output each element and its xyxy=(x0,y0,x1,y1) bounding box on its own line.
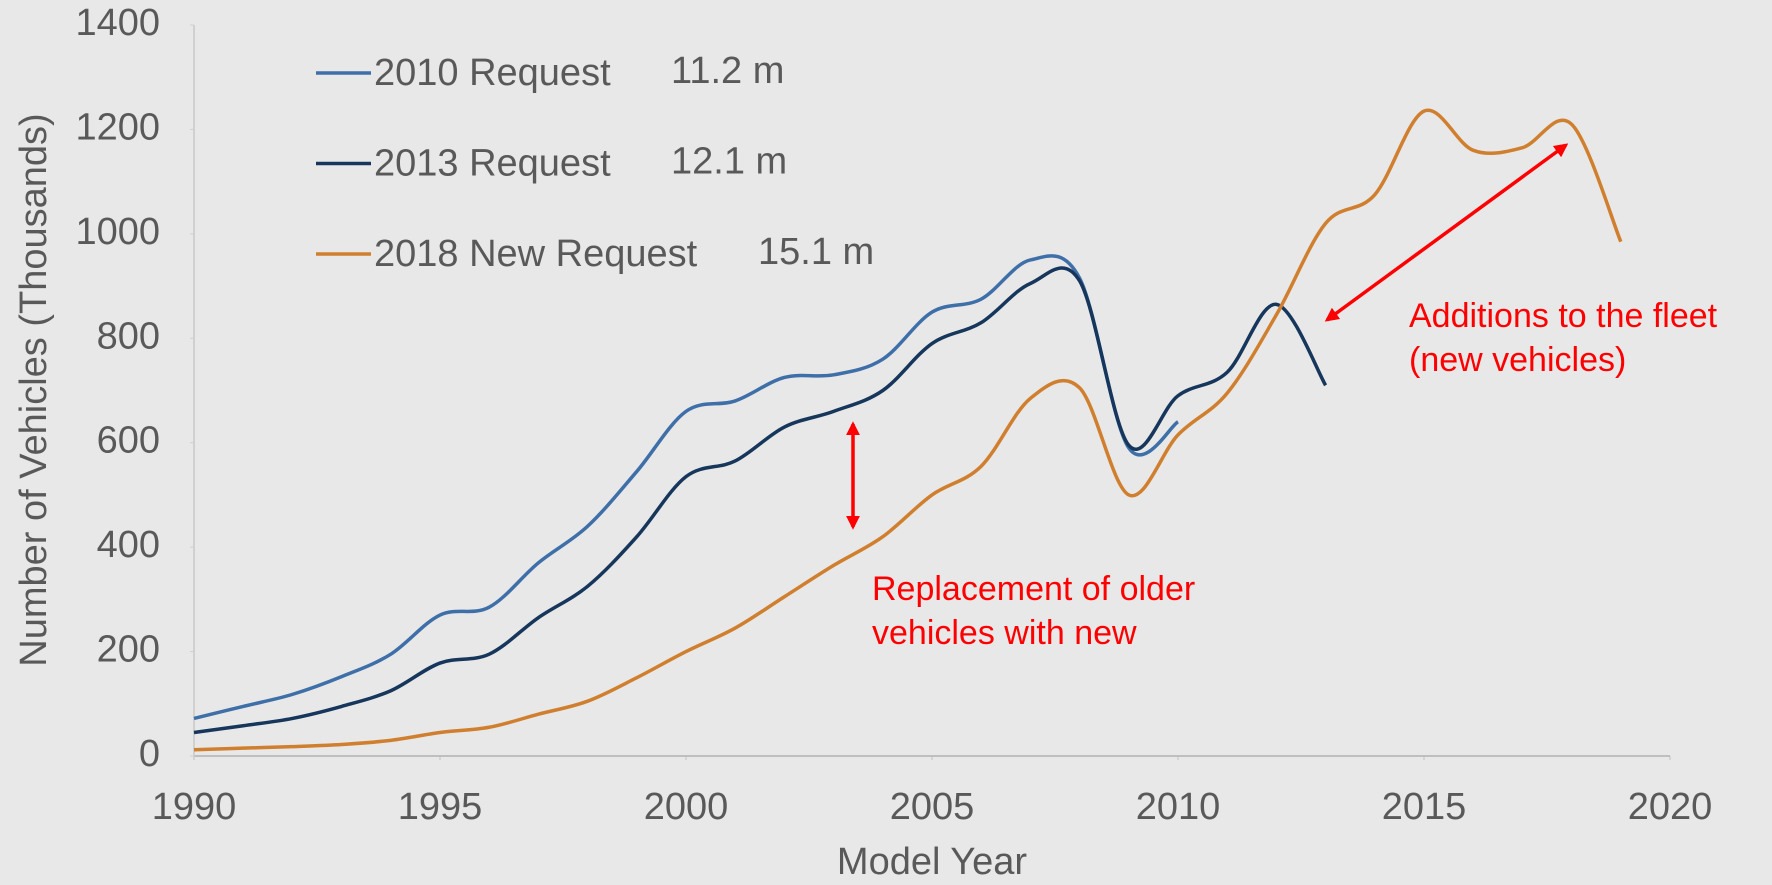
x-axis-label: Model Year xyxy=(837,841,1027,883)
x-tick-label: 2015 xyxy=(1382,786,1467,828)
series-line xyxy=(193,266,1328,735)
legend-total: 11.2 m xyxy=(671,50,784,92)
y-tick-label: 800 xyxy=(97,315,160,357)
annotation: vehicles with new xyxy=(872,614,1137,652)
legend-total: 12.1 m xyxy=(671,141,787,183)
y-tick-label: 600 xyxy=(97,420,160,462)
y-tick-label: 1200 xyxy=(75,106,160,148)
x-tick-label: 2000 xyxy=(644,786,729,828)
y-tick-label: 1400 xyxy=(75,2,160,44)
series-line xyxy=(193,254,1180,721)
y-tick-label: 0 xyxy=(139,733,160,775)
x-tick-label: 2020 xyxy=(1628,786,1713,828)
y-tick-label: 400 xyxy=(97,524,160,566)
y-tick-label: 200 xyxy=(97,629,160,671)
series-line xyxy=(193,108,1623,752)
annotation: Replacement of older xyxy=(872,570,1195,608)
annotation: Additions to the fleet xyxy=(1409,297,1718,335)
x-tick-label: 2010 xyxy=(1136,786,1221,828)
additions-arrow xyxy=(1324,143,1569,322)
x-tick-label: 2005 xyxy=(890,786,975,828)
x-tick-label: 1990 xyxy=(152,786,237,828)
x-tick-label: 1995 xyxy=(398,786,483,828)
y-axis-label: Number of Vehicles (Thousands) xyxy=(13,113,55,666)
legend-label: 2010 Request xyxy=(374,52,611,94)
y-tick-label: 1000 xyxy=(75,211,160,253)
legend-total: 15.1 m xyxy=(758,231,874,273)
legend-label: 2013 Request xyxy=(374,143,611,185)
legend-label: 2018 New Request xyxy=(374,233,698,275)
annotation: (new vehicles) xyxy=(1409,341,1626,379)
